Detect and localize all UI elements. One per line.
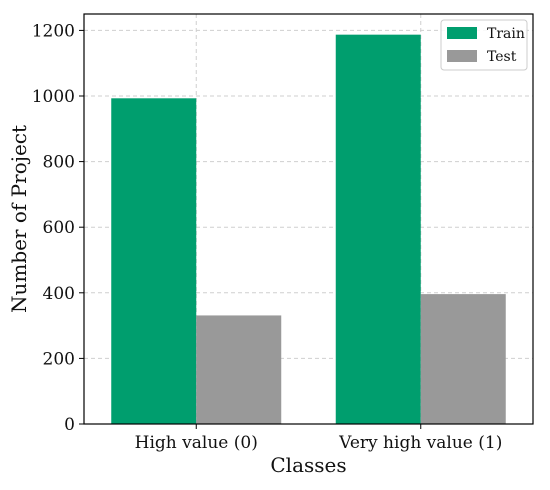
y-axis-ticks: 0 200 400 600 800 1000 1200 bbox=[32, 21, 84, 435]
bar-test-1 bbox=[420, 294, 506, 424]
legend-label-test: Test bbox=[487, 49, 517, 65]
bars bbox=[111, 34, 506, 425]
y-tick-label-800: 800 bbox=[43, 153, 75, 173]
y-tick-label-400: 400 bbox=[43, 284, 75, 304]
bar-train-0 bbox=[111, 98, 197, 425]
y-tick-label-600: 600 bbox=[43, 218, 75, 238]
legend-label-train: Train bbox=[487, 26, 525, 42]
x-axis-label: Classes bbox=[270, 453, 346, 477]
plot-frame bbox=[83, 13, 534, 425]
x-tick-label-1: Very high value (1) bbox=[338, 433, 502, 453]
x-tick-label-0: High value (0) bbox=[135, 433, 258, 453]
y-tick-label-200: 200 bbox=[43, 349, 75, 369]
y-tick-label-0: 0 bbox=[64, 415, 75, 435]
bar-train-1 bbox=[335, 34, 421, 424]
legend-swatch-test bbox=[447, 50, 477, 62]
legend: Train Test bbox=[440, 19, 528, 71]
y-tick-label-1000: 1000 bbox=[32, 87, 75, 107]
x-axis-ticks: High value (0) Very high value (1) bbox=[135, 424, 502, 453]
y-tick-label-1200: 1200 bbox=[32, 21, 75, 41]
y-axis-label: Number of Project bbox=[7, 125, 31, 313]
legend-swatch-train bbox=[447, 27, 477, 39]
bar-test-0 bbox=[196, 315, 282, 424]
